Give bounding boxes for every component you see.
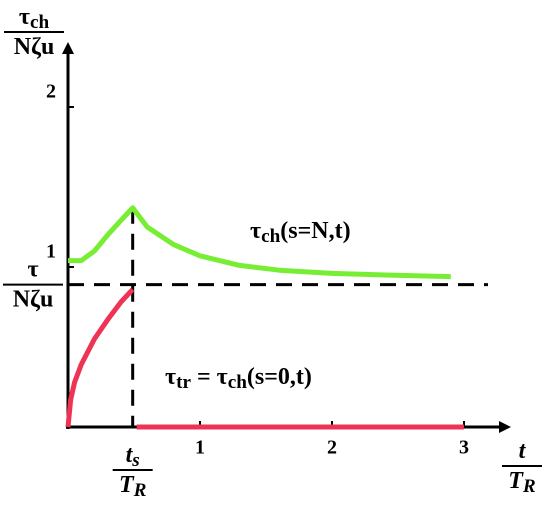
text-part: τ: [165, 364, 176, 390]
reference-label-numerator: τ: [27, 256, 38, 282]
y-tick-label: 1: [46, 241, 56, 263]
reference-label-denominator: Nζu: [13, 286, 54, 312]
text-part: t: [126, 442, 134, 468]
subscript: s: [131, 450, 139, 471]
y-axis-label-denominator: Nζu: [14, 34, 55, 60]
text-part: τ: [27, 256, 38, 282]
series-label: τch(s=N,t): [250, 218, 351, 248]
text-part: =: [191, 364, 217, 390]
text-part: t: [519, 438, 527, 464]
text-part: (s=N,t): [280, 218, 350, 244]
subscript: ch: [228, 372, 248, 393]
y-axis-label-numerator: τch: [19, 4, 50, 34]
text-part: Nζu: [14, 34, 55, 60]
y-tick-label: 2: [46, 81, 56, 103]
text-part: T: [119, 472, 135, 498]
marker-label-numerator: ts: [126, 442, 140, 472]
subscript: ch: [30, 12, 50, 33]
text-part: Nζu: [13, 286, 54, 312]
x-tick-label: 2: [327, 437, 337, 459]
subscript: tr: [176, 372, 191, 393]
series-label: τtr = τch(s=0,t): [165, 364, 312, 394]
text-part: τ: [217, 364, 228, 390]
text-part: τ: [19, 4, 30, 30]
x-tick-label: 3: [459, 437, 469, 459]
subscript: ch: [261, 226, 281, 247]
marker-label-denominator: TR: [119, 472, 147, 502]
text-part: (s=0,t): [247, 364, 312, 390]
series-line: [65, 287, 464, 430]
text-part: T: [508, 468, 524, 494]
subscript: R: [522, 476, 536, 497]
x-tick-label: 1: [195, 437, 205, 459]
x-axis-label-denominator: TR: [508, 468, 536, 498]
x-axis-label-numerator: t: [519, 438, 527, 464]
subscript: R: [133, 480, 147, 501]
text-part: τ: [250, 218, 261, 244]
series-line: [68, 205, 451, 280]
